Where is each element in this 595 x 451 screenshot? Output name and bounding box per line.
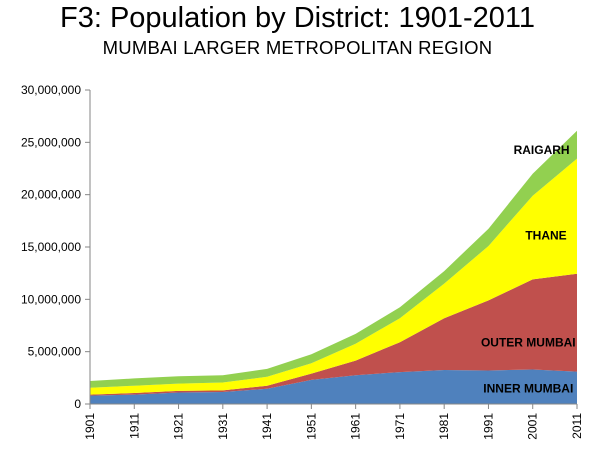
x-tick-label: 1961	[349, 413, 363, 440]
x-tick-label: 2011	[570, 413, 584, 439]
chart-title: F3: Population by District: 1901-2011	[59, 2, 535, 34]
x-tick-label: 1911	[127, 413, 141, 439]
chart-subtitle: MUMBAI LARGER METROPOLITAN REGION	[102, 37, 493, 58]
series-areas	[90, 130, 577, 404]
y-tick-label: 15,000,000	[21, 240, 81, 254]
series-labels: INNER MUMBAI OUTER MUMBAI THANE RAIGARH	[481, 143, 576, 396]
x-tick-label: 2001	[526, 413, 540, 440]
x-tick-label: 1971	[393, 413, 407, 440]
series-label-outer-mumbai: OUTER MUMBAI	[481, 335, 576, 349]
y-tick-label: 0	[74, 397, 81, 411]
x-tick-label: 1991	[482, 413, 496, 440]
series-label-thane: THANE	[525, 229, 566, 243]
axes: 0 5,000,000 10,000,000 15,000,000 20,000,000…	[21, 83, 584, 440]
x-tick-label: 1951	[304, 413, 318, 440]
x-tick-label: 1901	[83, 413, 97, 440]
series-label-raigarh: RAIGARH	[514, 143, 570, 157]
y-tick-label: 30,000,000	[21, 83, 81, 97]
area-thane	[90, 158, 577, 395]
y-tick-label: 25,000,000	[21, 135, 81, 149]
y-tick-label: 20,000,000	[21, 188, 81, 202]
x-tick-label: 1921	[172, 413, 186, 440]
y-tick-label: 5,000,000	[28, 345, 82, 359]
area-inner-mumbai	[90, 369, 577, 404]
x-tick-label: 1941	[260, 413, 274, 440]
y-tick-label: 10,000,000	[21, 292, 81, 306]
series-label-inner-mumbai: INNER MUMBAI	[483, 382, 573, 396]
x-tick-label: 1931	[216, 413, 230, 440]
x-tick-label: 1981	[437, 413, 451, 440]
area-outer-mumbai	[90, 273, 577, 396]
